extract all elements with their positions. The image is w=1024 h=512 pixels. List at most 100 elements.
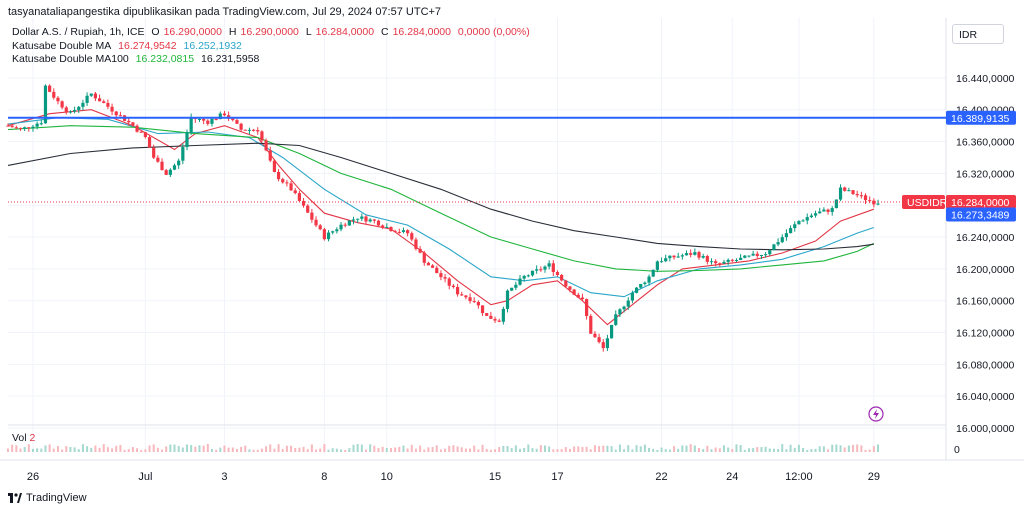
candle-body — [518, 278, 522, 285]
volume-bar — [40, 448, 43, 452]
candle-body — [406, 230, 410, 234]
volume-bar — [556, 449, 559, 452]
volume-bar — [11, 444, 14, 452]
candle-body — [514, 284, 518, 288]
candle-body — [543, 266, 547, 270]
candle-body — [314, 219, 318, 226]
brand-text: TradingView — [26, 492, 87, 504]
candle-body — [243, 129, 247, 131]
volume-bar — [864, 449, 867, 452]
candle-body — [281, 179, 285, 183]
volume-bar — [90, 447, 93, 452]
volume-bar — [302, 446, 305, 452]
volume-bar — [136, 448, 139, 452]
candle-body — [601, 342, 605, 349]
volume-bar — [77, 449, 80, 452]
price-label-text-ma: 16.273,3489 — [951, 210, 1010, 222]
ma-line-2 — [7, 117, 874, 298]
candle-body — [585, 299, 589, 316]
candle-body — [801, 220, 805, 222]
volume-bar — [494, 449, 497, 452]
candle-body — [6, 125, 10, 127]
volume-bar — [698, 447, 701, 452]
currency-selector[interactable]: IDR — [952, 24, 1004, 44]
candle-body — [580, 297, 585, 300]
volume-bar — [589, 449, 592, 452]
volume-bar — [856, 444, 859, 452]
candle-body — [739, 257, 743, 260]
volume-bar — [772, 448, 775, 452]
candle-body — [110, 106, 114, 112]
candle-body — [555, 272, 560, 275]
volume-bar — [106, 447, 109, 452]
volume-bar — [364, 449, 367, 452]
candle-body — [560, 274, 564, 281]
volume-bar — [498, 447, 501, 452]
candle-body — [97, 98, 102, 102]
volume-bar — [148, 445, 151, 452]
volume-bar — [331, 448, 334, 452]
candle-body — [859, 195, 863, 197]
volume-bar — [389, 448, 392, 452]
volume-bar — [564, 447, 567, 452]
candle-body — [372, 219, 376, 221]
candle-body — [156, 157, 160, 162]
candle-body — [114, 111, 118, 116]
volume-bar — [514, 445, 517, 452]
volume-bar — [373, 445, 376, 452]
x-tick-label: 26 — [27, 471, 39, 483]
candle-body — [289, 183, 293, 191]
candle-body — [822, 209, 826, 212]
candle-body — [876, 203, 880, 205]
volume-bar — [510, 448, 513, 452]
volume-bar — [552, 449, 555, 452]
candle-body — [181, 147, 185, 161]
candle-body — [755, 253, 759, 256]
volume-bar — [294, 447, 297, 452]
candle-body — [35, 123, 39, 127]
candle-body — [264, 140, 268, 151]
volume-bar — [181, 447, 184, 452]
ma2-legend[interactable]: Katusabe Double MA100 16.232,0815 16.231… — [12, 53, 263, 65]
candle-body — [480, 305, 485, 314]
volume-bar — [127, 449, 130, 452]
volume-bar — [381, 446, 384, 452]
candle-body — [701, 256, 705, 258]
volume-bar — [831, 444, 834, 452]
volume-bar — [648, 447, 651, 452]
volume-bar — [506, 446, 509, 452]
candle-body — [14, 127, 18, 129]
candle-body — [634, 287, 639, 293]
volume-bar — [868, 449, 871, 452]
candle-body — [576, 294, 580, 298]
volume-bar — [598, 446, 601, 452]
volume-bar — [602, 445, 605, 452]
volume-bar — [689, 444, 692, 452]
ma-line-1 — [7, 109, 874, 326]
volume-bar — [431, 447, 434, 452]
volume-bar — [7, 448, 9, 452]
candle-body — [56, 97, 60, 102]
tradingview-brand[interactable]: TradingView — [8, 492, 87, 504]
volume-bar — [777, 448, 780, 452]
ohlc-legend: Dollar A.S. / Rupiah, 1h, ICE O 16.290,00… — [12, 26, 538, 38]
volume-bar — [198, 445, 201, 452]
candle-body — [714, 261, 718, 264]
candle-body — [547, 263, 551, 267]
volume-bar — [398, 446, 401, 452]
volume-bar — [115, 445, 118, 452]
volume-bar — [210, 448, 213, 452]
price-label-ma — [946, 207, 1016, 222]
candle-body — [418, 248, 422, 253]
volume-bar — [327, 449, 330, 452]
candle-body — [147, 136, 152, 148]
volume-bar — [677, 448, 680, 452]
volume-bar — [756, 447, 759, 452]
volume-bar — [802, 448, 805, 452]
volume-bar — [814, 448, 817, 452]
volume-bar — [277, 444, 280, 452]
candle-body — [102, 101, 106, 103]
volume-bar — [843, 447, 846, 452]
ma1-legend[interactable]: Katusabe Double MA 16.274,9542 16.252,19… — [12, 40, 246, 52]
